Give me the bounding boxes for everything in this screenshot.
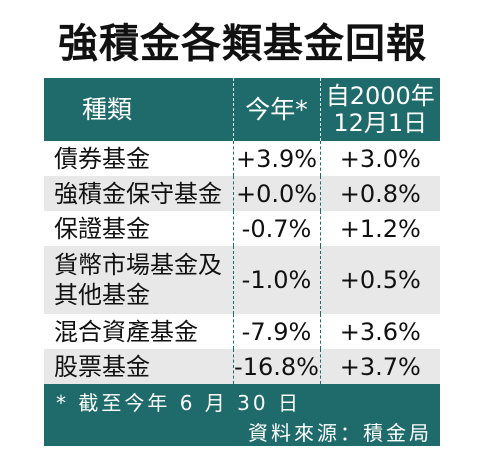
date-footnote: * 截至今年 6 月 30 日	[56, 391, 301, 415]
table-row: 債券基金 +3.9% +3.0%	[44, 141, 440, 176]
ytd-return: +0.0%	[232, 176, 320, 211]
since-2000-return: +3.6%	[319, 314, 440, 349]
header-since-2000: 自2000年 12月1日	[319, 78, 440, 141]
table-footer: * 截至今年 6 月 30 日 資料來源：積金局	[44, 384, 440, 446]
returns-table-card: 種類 今年* 自2000年 12月1日 債券基金 +3.9% +3.0% 強積金…	[44, 78, 440, 446]
fund-name: 混合資產基金	[54, 317, 198, 346]
since-2000-return: +1.2%	[319, 211, 440, 246]
since-2000-return: +0.8%	[319, 176, 440, 211]
since-2000-return: +0.5%	[319, 246, 440, 314]
header-ytd: 今年*	[232, 78, 320, 141]
page-title: 強積金各類基金回報	[58, 21, 427, 67]
ytd-return: -7.9%	[232, 314, 320, 349]
fund-name: 債券基金	[54, 144, 150, 173]
table-row: 強積金保守基金 +0.0% +0.8%	[44, 176, 440, 211]
table-row: 貨幣市場基金及 其他基金 -1.0% +0.5%	[44, 246, 440, 314]
fund-name: 強積金保守基金	[44, 176, 233, 211]
source-credit: 資料來源：積金局	[248, 421, 432, 445]
since-2000-return: +3.0%	[319, 141, 440, 176]
table-row: 股票基金 -16.8% +3.7%	[44, 349, 440, 384]
fund-name: 貨幣市場基金及 其他基金	[44, 246, 233, 314]
header-fund-type: 種類	[44, 78, 233, 141]
ytd-return: +3.9%	[232, 141, 320, 176]
ytd-return: -16.8%	[232, 349, 320, 384]
table-header-row: 種類 今年* 自2000年 12月1日	[44, 78, 440, 141]
ytd-return: -1.0%	[232, 246, 320, 314]
table-row: 保證基金 -0.7% +1.2%	[44, 211, 440, 246]
returns-table: 種類 今年* 自2000年 12月1日 債券基金 +3.9% +3.0% 強積金…	[44, 78, 440, 384]
table-row: 混合資產基金 -7.9% +3.6%	[44, 314, 440, 349]
fund-name: 股票基金	[44, 349, 233, 384]
fund-name: 保證基金	[54, 214, 150, 243]
ytd-return: -0.7%	[232, 211, 320, 246]
since-2000-return: +3.7%	[319, 349, 440, 384]
